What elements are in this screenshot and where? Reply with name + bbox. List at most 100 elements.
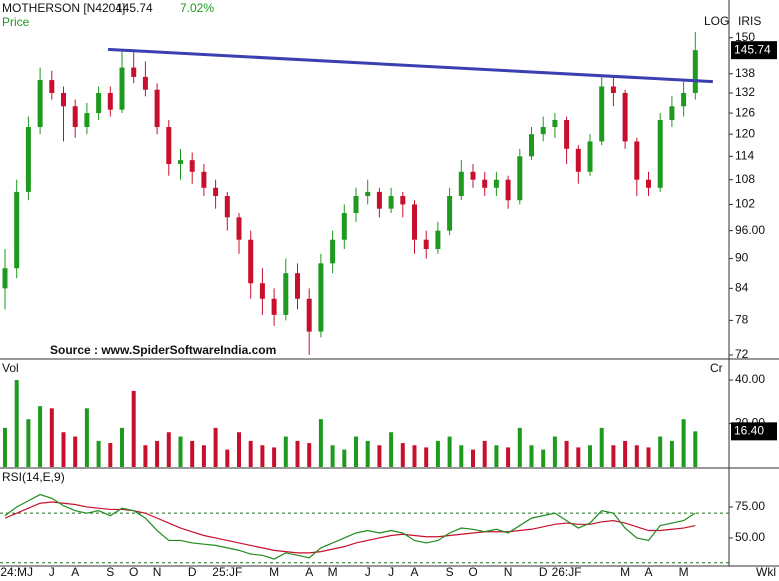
volume-bar [389, 432, 394, 467]
volume-badge-label: 16.40 [734, 424, 764, 438]
period-label: Wkl [756, 565, 776, 579]
volume-bar [646, 447, 651, 467]
x-tick-label: S [446, 565, 454, 579]
candle-body [178, 160, 183, 164]
volume-bar [517, 427, 522, 467]
candle-body [25, 127, 31, 192]
candle-body [681, 92, 687, 107]
candle-body [201, 171, 207, 188]
candle-body [365, 191, 371, 197]
volume-bar [96, 440, 101, 467]
candle-body [189, 160, 195, 172]
candle-body [2, 268, 8, 289]
candle-body [505, 179, 511, 201]
y-tick-label: 78 [735, 313, 749, 327]
volume-bar [318, 419, 323, 467]
candle-body [37, 80, 43, 128]
volume-bar [225, 449, 230, 467]
x-tick-label: A [305, 565, 313, 579]
volume-bar [564, 440, 569, 467]
x-tick-label: N [153, 565, 162, 579]
x-tick-label: M [620, 565, 630, 579]
price-badge [731, 41, 777, 60]
candle-body [493, 179, 499, 188]
volume-bar [377, 445, 382, 467]
candle-body [564, 119, 570, 149]
candle-body [341, 212, 347, 240]
volume-bar [669, 440, 674, 467]
volume-bar [237, 432, 241, 467]
volume-bar [26, 419, 31, 467]
candle-body [388, 196, 394, 209]
candle-body [271, 298, 277, 315]
volume-bar [155, 440, 160, 467]
candle-body [646, 179, 651, 188]
candle-body [236, 217, 242, 240]
candle-body [166, 127, 172, 164]
volume-bar [611, 445, 616, 467]
y-tick-label: 132 [735, 85, 755, 99]
candle-body [306, 298, 312, 332]
x-tick-label: J [49, 565, 55, 579]
y-tick-label: 96.00 [735, 223, 765, 237]
candle-body [318, 263, 324, 332]
x-tick-label: 26:JF [552, 565, 582, 579]
candle-body [142, 76, 148, 90]
volume-bar [201, 445, 206, 467]
x-tick-label: A [410, 565, 418, 579]
x-tick-label: A [71, 565, 79, 579]
x-tick-label: O [129, 565, 138, 579]
y-tick-label: 84 [735, 281, 749, 295]
candle-body [540, 127, 546, 135]
volume-bar [49, 408, 54, 467]
volume-bar [283, 436, 288, 467]
candle-body [634, 141, 640, 180]
x-tick-label: S [106, 565, 114, 579]
candle-body [259, 283, 265, 299]
volume-bar [260, 445, 265, 467]
candle-body [283, 273, 289, 315]
volume-bar [658, 436, 663, 467]
volume-bar [120, 427, 124, 467]
volume-bar [365, 440, 370, 467]
volume-bar [400, 443, 405, 467]
change-pct: 7.02% [180, 1, 214, 15]
volume-bar [307, 443, 312, 467]
y-tick-label: 120 [735, 126, 755, 140]
candle-body [412, 204, 417, 240]
candle-body [119, 67, 125, 110]
volume-bar [190, 440, 195, 467]
candle-body [575, 148, 581, 172]
volume-bar [588, 445, 592, 467]
candle-body [610, 86, 616, 93]
candle-body [482, 179, 488, 188]
candle-body [14, 191, 20, 269]
x-tick-label: N [504, 565, 513, 579]
volume-bar [131, 390, 136, 467]
volume-bar [506, 447, 511, 467]
price-badge-label: 145.74 [734, 42, 771, 56]
volume-bar [435, 440, 440, 467]
volume-bar [354, 436, 358, 467]
volume-bar [471, 449, 475, 467]
candle-body [447, 196, 453, 231]
candle-body [96, 92, 102, 114]
scale-label: IRIS [738, 14, 761, 28]
candle-body [400, 196, 406, 205]
x-tick-label: J [388, 565, 394, 579]
x-tick-label: D [539, 565, 548, 579]
candle-body [154, 89, 160, 128]
candle-body [295, 273, 300, 299]
y-tick-label: 72 [735, 347, 749, 361]
volume-bar [623, 440, 628, 467]
volume-bar [576, 447, 581, 467]
volume-bar [108, 443, 113, 467]
volume-bar [73, 436, 78, 467]
candle-body [353, 196, 359, 213]
volume-bar [599, 427, 604, 467]
candle-body [72, 106, 78, 128]
panel-label: Price [2, 15, 30, 29]
volume-bar [295, 440, 300, 467]
